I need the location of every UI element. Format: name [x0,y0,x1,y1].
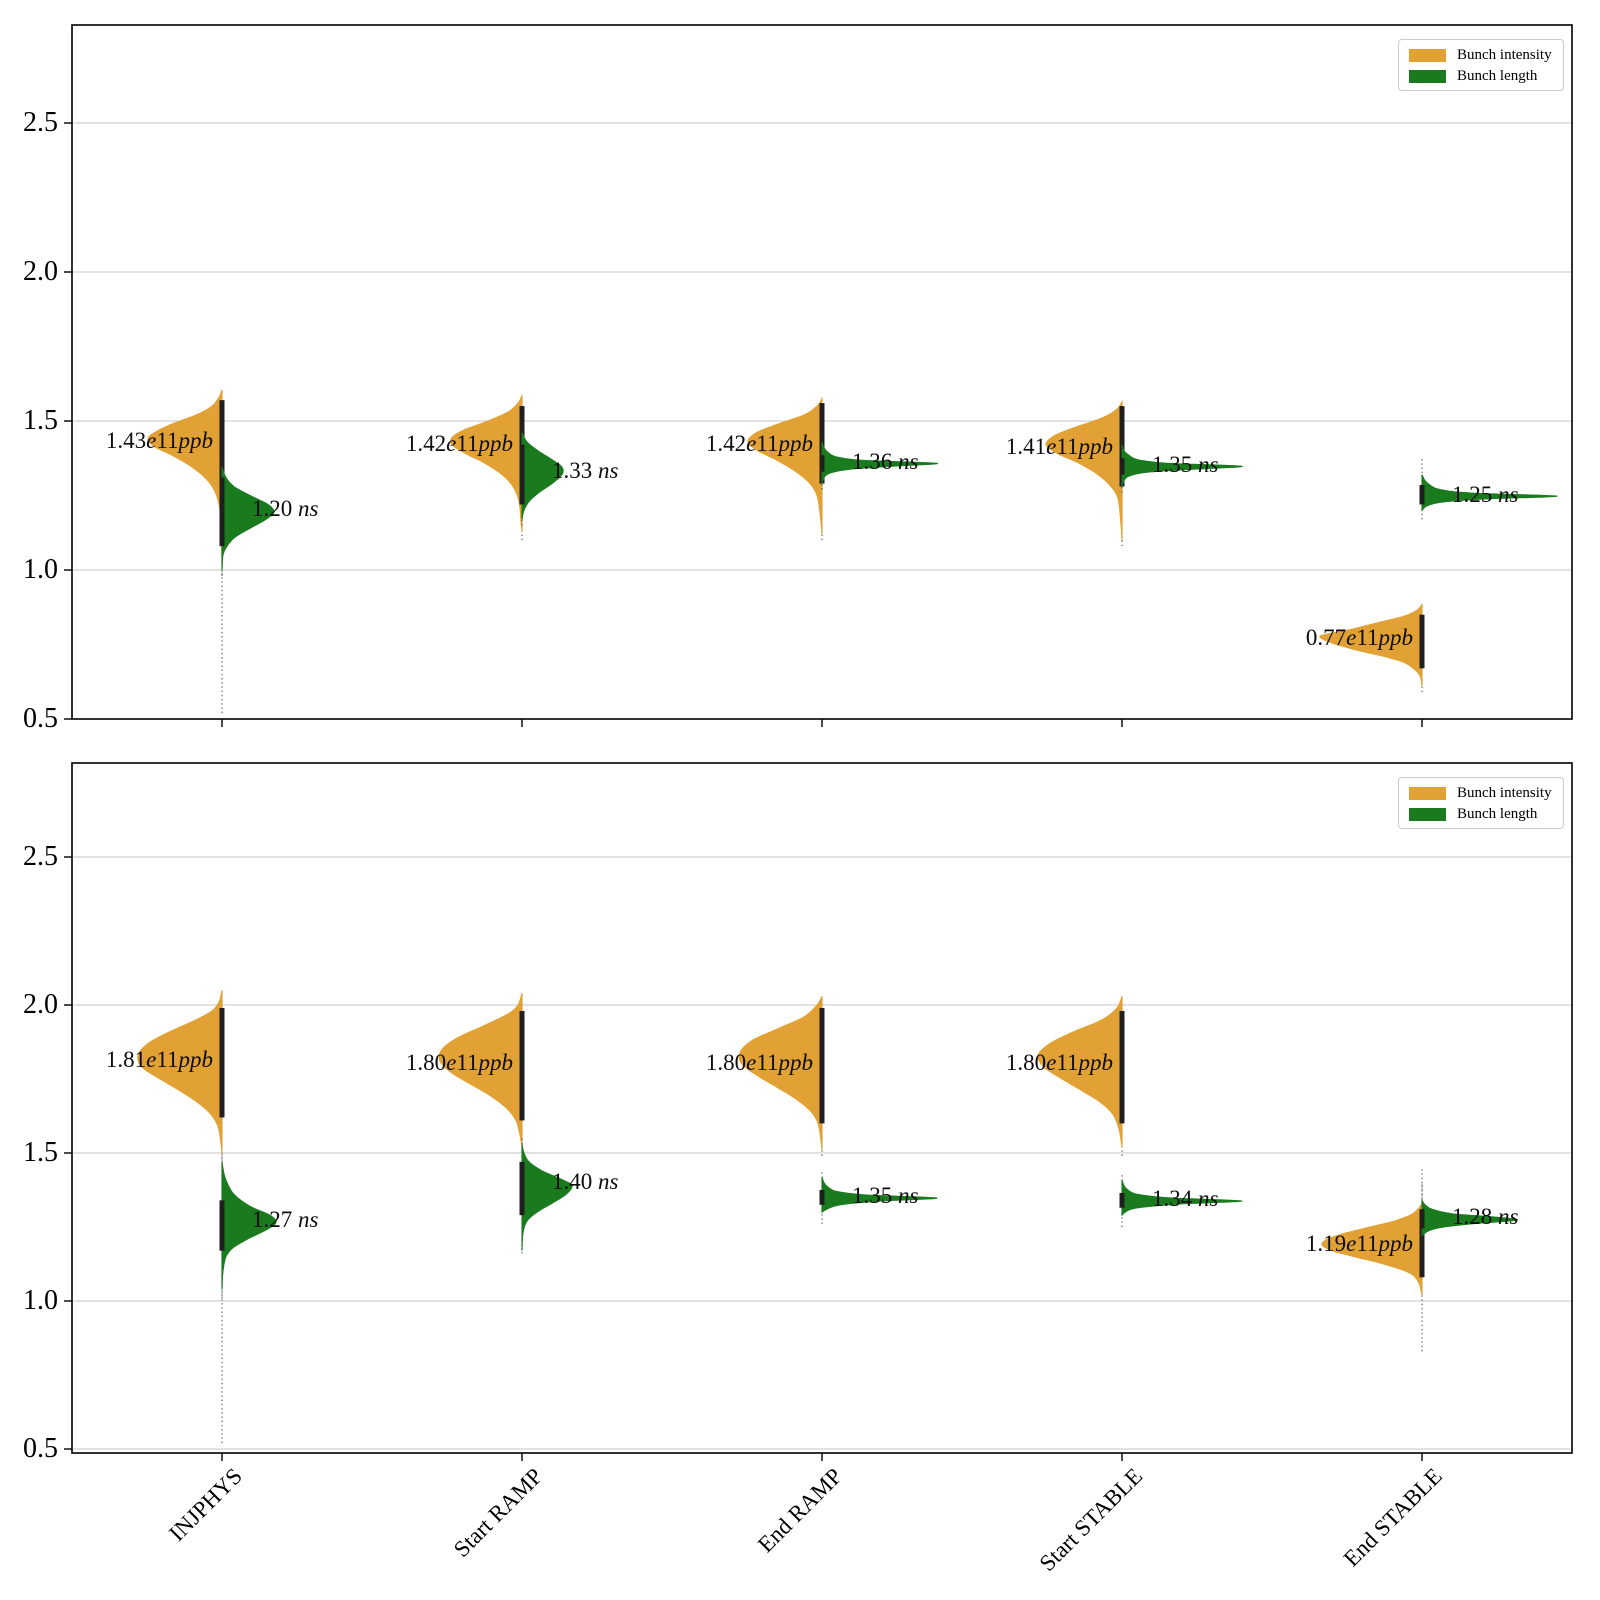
legend-swatch-intensity [1409,49,1446,62]
violin-beam1-Start RAMP-length [521,432,564,520]
violin-center-bar-beam1-End STABLE-length [1419,485,1425,505]
violin-beam2-End STABLE-intensity [1321,1201,1423,1296]
legend-beam1: Bunch intensity Bunch length [1398,39,1564,91]
annotation-beam2-End STABLE-intensity: 1.19e11ppb [1305,1230,1413,1256]
annotation-beam1-Start RAMP-length: 1.33 ns [552,457,619,483]
violin-center-bar-beam1-Start STABLE-length [1119,458,1125,475]
ytick-label-0.5-panel-beam2: 0.5 [23,1433,58,1464]
annotation-beam2-INJPHYS-intensity: 1.81e11ppb [105,1047,213,1073]
annotation-beam1-INJPHYS-intensity: 1.43e11ppb [105,427,213,453]
annotation-beam2-End RAMP-length: 1.35 ns [852,1183,919,1209]
violin-beam2-End RAMP-intensity [738,995,823,1151]
violin-center-bar-beam2-Start RAMP-length [519,1161,525,1216]
violin-center-bar-beam2-End STABLE-length [1419,1209,1425,1229]
violin-center-bar-beam1-End RAMP-length [819,455,825,472]
violin-center-bar-beam2-Start STABLE-intensity [1119,1010,1125,1124]
violin-center-bar-beam1-End STABLE-intensity [1419,614,1425,669]
ytick-label-2.5-panel-beam1: 2.5 [23,107,58,138]
violin-beam1-End STABLE-length [1421,474,1558,512]
annotation-beam2-Start STABLE-length: 1.34 ns [1152,1186,1219,1212]
legend-item-beam1-0: Bunch intensity [1409,48,1553,63]
violin-beam2-Start STABLE-intensity [1037,995,1123,1148]
violin-beam1-End RAMP-intensity [747,397,823,535]
violin-beam2-Start STABLE-length [1121,1179,1243,1217]
violin-beam2-End RAMP-length [821,1176,938,1214]
ytick-label-1.5-panel-beam1: 1.5 [23,405,58,436]
annotation-beam1-Start STABLE-length: 1.35 ns [1152,451,1219,477]
annotation-beam1-Start RAMP-intensity: 1.42e11ppb [405,430,513,456]
legend-label-length: Bunch length [1457,806,1538,822]
violin-beam2-Start RAMP-intensity [438,993,523,1148]
violin-beam2-End STABLE-length [1421,1198,1519,1237]
ytick-label-1.0-panel-beam1: 1.0 [23,554,58,585]
annotation-beam1-INJPHYS-length: 1.20 ns [252,496,319,522]
legend-item-beam2-0: Bunch intensity [1409,786,1553,801]
annotation-beam1-End RAMP-intensity: 1.42e11ppb [705,430,813,456]
ytick-label-1.0-panel-beam2: 1.0 [23,1285,58,1316]
legend-label-length: Bunch length [1457,68,1538,84]
annotation-beam2-Start RAMP-length: 1.40 ns [552,1168,619,1194]
ytick-label-0.5-panel-beam1: 0.5 [23,703,58,734]
violin-center-bar-beam1-Start RAMP-length [519,444,525,505]
legend-label-intensity: Bunch intensity [1457,785,1552,801]
violin-beam2-Start RAMP-length [521,1144,573,1251]
violin-beam1-Start RAMP-intensity [449,393,523,532]
ytick-label-2.0-panel-beam2: 2.0 [23,989,58,1020]
ytick-label-1.5-panel-beam2: 1.5 [23,1137,58,1168]
annotation-beam2-Start STABLE-intensity: 1.80e11ppb [1005,1050,1113,1076]
violin-center-bar-beam1-INJPHYS-length [219,477,225,547]
annotation-beam1-End RAMP-length: 1.36 ns [852,448,919,474]
legend-label-intensity: Bunch intensity [1457,47,1552,63]
violin-beam1-End STABLE-intensity [1319,602,1423,687]
violin-center-bar-beam2-Start STABLE-length [1119,1192,1125,1208]
violin-center-bar-beam2-INJPHYS-length [219,1200,225,1251]
annotation-beam2-INJPHYS-length: 1.27 ns [252,1207,319,1233]
violin-center-bar-beam2-INJPHYS-intensity [219,1007,225,1118]
annotation-beam2-End STABLE-length: 1.28 ns [1452,1204,1519,1230]
ytick-label-2.5-panel-beam2: 2.5 [23,841,58,872]
panel-border-beam1 [71,24,1573,720]
violin-beam1-INJPHYS-intensity [147,389,223,565]
annotation-beam1-Start STABLE-intensity: 1.41e11ppb [1005,433,1113,459]
legend-item-beam1-1: Bunch length [1409,69,1553,84]
violin-beam2-INJPHYS-intensity [137,990,223,1154]
violin-center-bar-beam2-Start RAMP-intensity [519,1010,525,1121]
violin-center-bar-beam1-INJPHYS-intensity [219,400,225,481]
legend-swatch-length [1409,70,1446,83]
violin-beam1-End RAMP-length [821,441,938,484]
violin-center-bar-beam2-End RAMP-length [819,1190,825,1205]
violin-beam1-Start STABLE-intensity [1045,399,1123,541]
annotation-beam2-End RAMP-intensity: 1.80e11ppb [705,1050,813,1076]
ytick-label-2.0-panel-beam1: 2.0 [23,256,58,287]
violin-beam2-INJPHYS-length [221,1161,277,1290]
annotation-beam2-Start RAMP-intensity: 1.80e11ppb [405,1050,513,1076]
legend-beam2: Bunch intensity Bunch length [1398,777,1564,829]
violin-center-bar-beam2-End RAMP-intensity [819,1007,825,1124]
legend-swatch-length [1409,808,1446,821]
legend-swatch-intensity [1409,787,1446,800]
annotation-beam1-End STABLE-length: 1.25 ns [1452,481,1519,507]
violin-beam1-Start STABLE-length [1121,444,1243,487]
annotation-beam1-End STABLE-intensity: 0.77e11ppb [1305,624,1413,650]
legend-item-beam2-1: Bunch length [1409,807,1553,822]
violin-beam1-INJPHYS-length [221,467,275,571]
